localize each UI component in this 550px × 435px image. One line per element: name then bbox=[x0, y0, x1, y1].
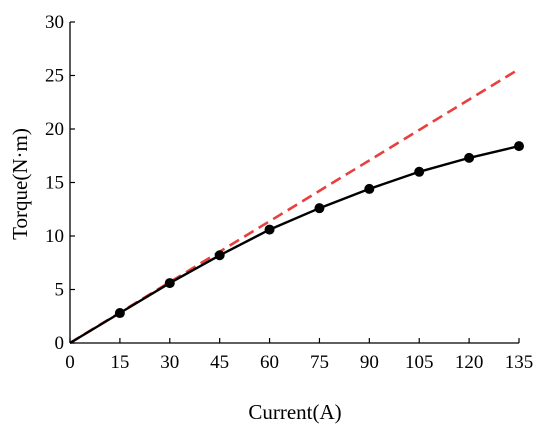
data-point bbox=[514, 141, 524, 152]
x-tick-label: 120 bbox=[455, 352, 484, 373]
x-tick-label: 45 bbox=[210, 352, 229, 373]
data-point bbox=[314, 203, 325, 214]
x-tick-label: 15 bbox=[110, 352, 129, 373]
y-tick-label: 25 bbox=[45, 66, 64, 87]
x-tick-label: 0 bbox=[65, 352, 75, 373]
axes: Current(A) Torque(N·m) 0 15 30 45 60 75 90 105 1… bbox=[8, 12, 533, 424]
data-point bbox=[364, 183, 375, 194]
data-point bbox=[214, 250, 225, 261]
x-tick-label: 75 bbox=[310, 352, 329, 373]
y-tick-label: 0 bbox=[55, 333, 65, 354]
data-point bbox=[414, 166, 425, 177]
y-tick-label: 5 bbox=[55, 280, 65, 301]
data-point bbox=[114, 308, 125, 319]
plot-area bbox=[69, 67, 524, 345]
solid-series-line bbox=[69, 144, 520, 345]
data-point bbox=[164, 278, 175, 289]
data-point bbox=[464, 152, 475, 163]
x-axis-title: Current(A) bbox=[248, 400, 341, 424]
data-point bbox=[264, 224, 275, 235]
x-tick-label: 90 bbox=[360, 352, 379, 373]
y-tick-label: 15 bbox=[45, 173, 64, 194]
x-tick-label: 30 bbox=[160, 352, 179, 373]
x-tick-label: 135 bbox=[505, 352, 534, 373]
y-tick-label: 10 bbox=[45, 226, 64, 247]
x-tick-label: 105 bbox=[405, 352, 434, 373]
x-tick-label: 60 bbox=[260, 352, 279, 373]
y-axis-title: Torque(N·m) bbox=[8, 128, 32, 240]
y-tick-label: 30 bbox=[45, 12, 64, 33]
y-tick-label: 20 bbox=[45, 119, 64, 140]
